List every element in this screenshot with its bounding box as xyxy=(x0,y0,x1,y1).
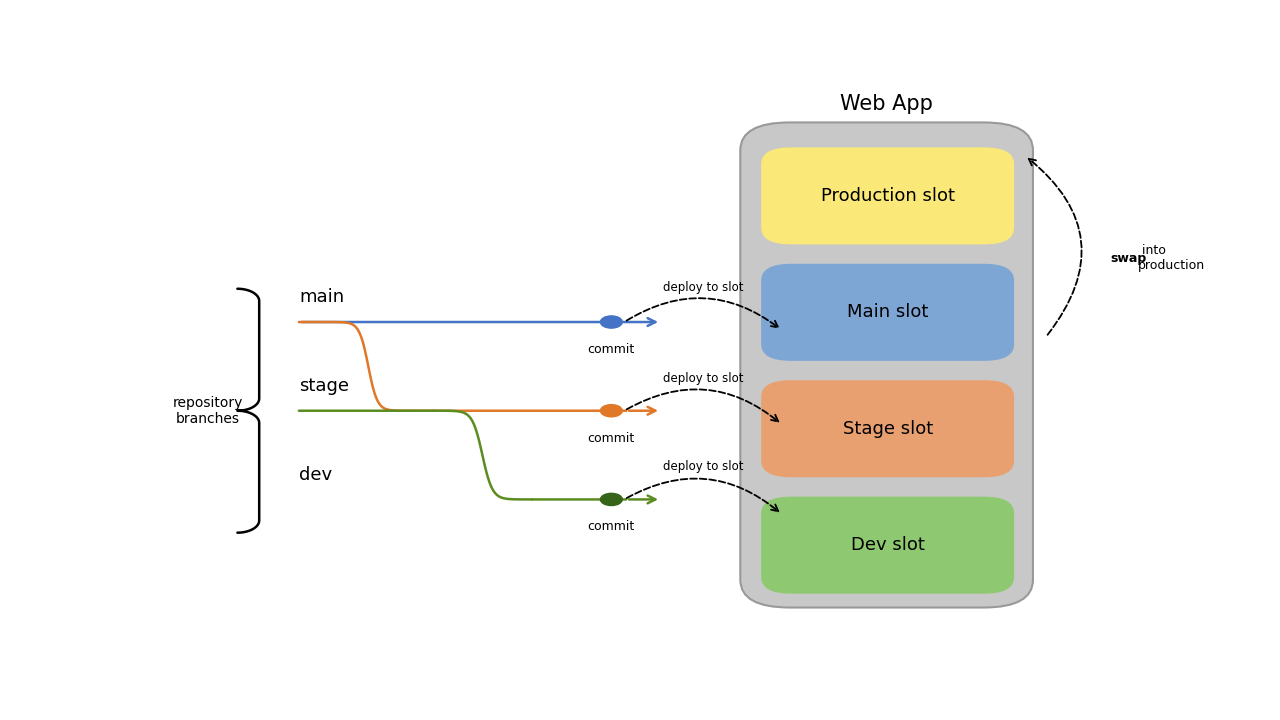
FancyBboxPatch shape xyxy=(762,148,1014,244)
Text: commit: commit xyxy=(588,432,635,445)
FancyArrowPatch shape xyxy=(627,479,778,511)
Text: dev: dev xyxy=(300,466,332,484)
Text: deploy to slot: deploy to slot xyxy=(663,460,744,473)
FancyBboxPatch shape xyxy=(762,497,1014,594)
Circle shape xyxy=(600,493,622,505)
Text: deploy to slot: deploy to slot xyxy=(663,282,744,294)
FancyArrowPatch shape xyxy=(627,298,778,328)
FancyArrowPatch shape xyxy=(627,390,778,421)
FancyBboxPatch shape xyxy=(762,264,1014,361)
FancyArrowPatch shape xyxy=(1029,158,1082,335)
Text: stage: stage xyxy=(300,377,349,395)
Text: main: main xyxy=(300,289,344,307)
Text: commit: commit xyxy=(588,521,635,534)
FancyBboxPatch shape xyxy=(740,122,1033,608)
Circle shape xyxy=(600,405,622,417)
Text: Dev slot: Dev slot xyxy=(851,536,924,554)
FancyBboxPatch shape xyxy=(762,380,1014,477)
Text: Stage slot: Stage slot xyxy=(842,420,933,438)
Circle shape xyxy=(600,316,622,328)
Text: Web App: Web App xyxy=(840,94,933,114)
Text: Production slot: Production slot xyxy=(820,187,955,205)
Text: commit: commit xyxy=(588,343,635,356)
Text: into
production: into production xyxy=(1138,244,1206,272)
Text: Main slot: Main slot xyxy=(847,303,928,321)
Text: deploy to slot: deploy to slot xyxy=(663,372,744,384)
Text: swap: swap xyxy=(1110,252,1147,265)
Text: repository
branches: repository branches xyxy=(173,395,243,426)
